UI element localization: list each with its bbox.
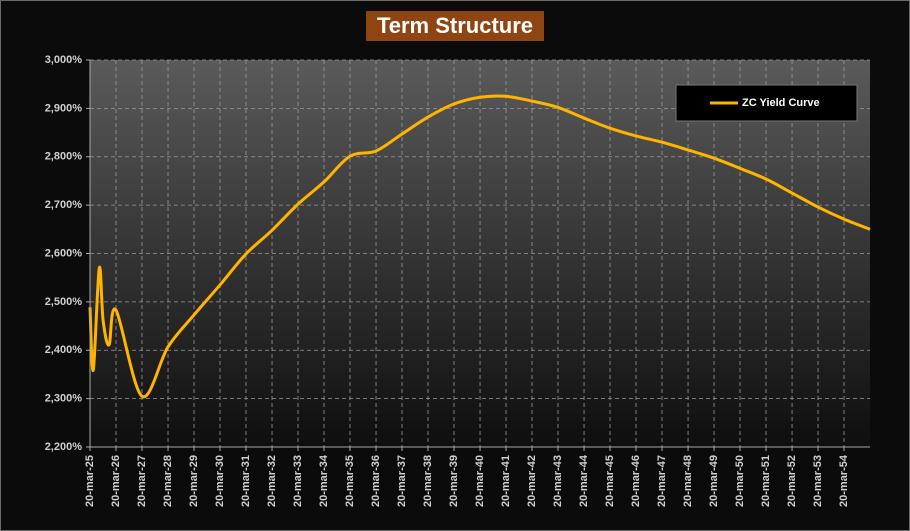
y-tick-label: 3,000% bbox=[45, 54, 83, 66]
x-tick-label: 20-mar-47 bbox=[656, 455, 668, 507]
y-tick-label: 2,400% bbox=[45, 344, 83, 356]
title-box bbox=[366, 11, 544, 41]
x-tick-label: 20-mar-35 bbox=[344, 455, 356, 507]
x-tick-label: 20-mar-30 bbox=[214, 455, 226, 507]
x-tick-label: 20-mar-48 bbox=[682, 455, 694, 507]
x-tick-label: 20-mar-39 bbox=[448, 455, 460, 507]
x-tick-label: 20-mar-34 bbox=[318, 454, 330, 507]
x-tick-label: 20-mar-25 bbox=[84, 455, 96, 507]
x-tick-label: 20-mar-44 bbox=[578, 454, 590, 507]
legend-box bbox=[675, 84, 858, 122]
x-tick-label: 20-mar-43 bbox=[552, 455, 564, 507]
x-tick-label: 20-mar-45 bbox=[604, 455, 616, 507]
x-tick-label: 20-mar-40 bbox=[474, 455, 486, 507]
x-tick-label: 20-mar-26 bbox=[110, 455, 122, 507]
x-tick-label: 20-mar-42 bbox=[526, 455, 538, 507]
x-tick-label: 20-mar-32 bbox=[266, 455, 278, 507]
x-tick-label: 20-mar-54 bbox=[838, 454, 850, 507]
x-tick-label: 20-mar-52 bbox=[786, 455, 798, 507]
y-tick-label: 2,200% bbox=[45, 441, 83, 453]
data-line bbox=[88, 94, 871, 399]
x-tick-label: 20-mar-51 bbox=[760, 455, 772, 507]
x-tick-label: 20-mar-37 bbox=[396, 455, 408, 507]
y-tick-label: 2,900% bbox=[45, 102, 83, 114]
x-tick-label: 20-mar-50 bbox=[734, 455, 746, 507]
chart-title: Term Structure bbox=[377, 13, 533, 38]
y-tick-label: 2,500% bbox=[45, 296, 83, 308]
marks bbox=[88, 94, 871, 399]
x-tick-label: 20-mar-27 bbox=[136, 455, 148, 507]
y-tick-label: 2,600% bbox=[45, 247, 83, 259]
y-tick-label: 2,800% bbox=[45, 151, 83, 163]
y-tick-label: 2,700% bbox=[45, 199, 83, 211]
x-tick-label: 20-mar-36 bbox=[370, 455, 382, 507]
x-tick-label: 20-mar-49 bbox=[708, 455, 720, 507]
x-tick-label: 20-mar-29 bbox=[188, 455, 200, 507]
x-tick-label: 20-mar-31 bbox=[240, 455, 252, 507]
x-tick-label: 20-mar-38 bbox=[422, 455, 434, 507]
x-tick-label: 20-mar-41 bbox=[500, 455, 512, 507]
x-tick-label: 20-mar-28 bbox=[162, 455, 174, 507]
x-tick-label: 20-mar-33 bbox=[292, 455, 304, 507]
x-tick-label: 20-mar-53 bbox=[812, 455, 824, 507]
y-tick-label: 2,300% bbox=[45, 393, 83, 405]
x-tick-label: 20-mar-46 bbox=[630, 455, 642, 507]
legend-label: ZC Yield Curve bbox=[742, 97, 820, 109]
